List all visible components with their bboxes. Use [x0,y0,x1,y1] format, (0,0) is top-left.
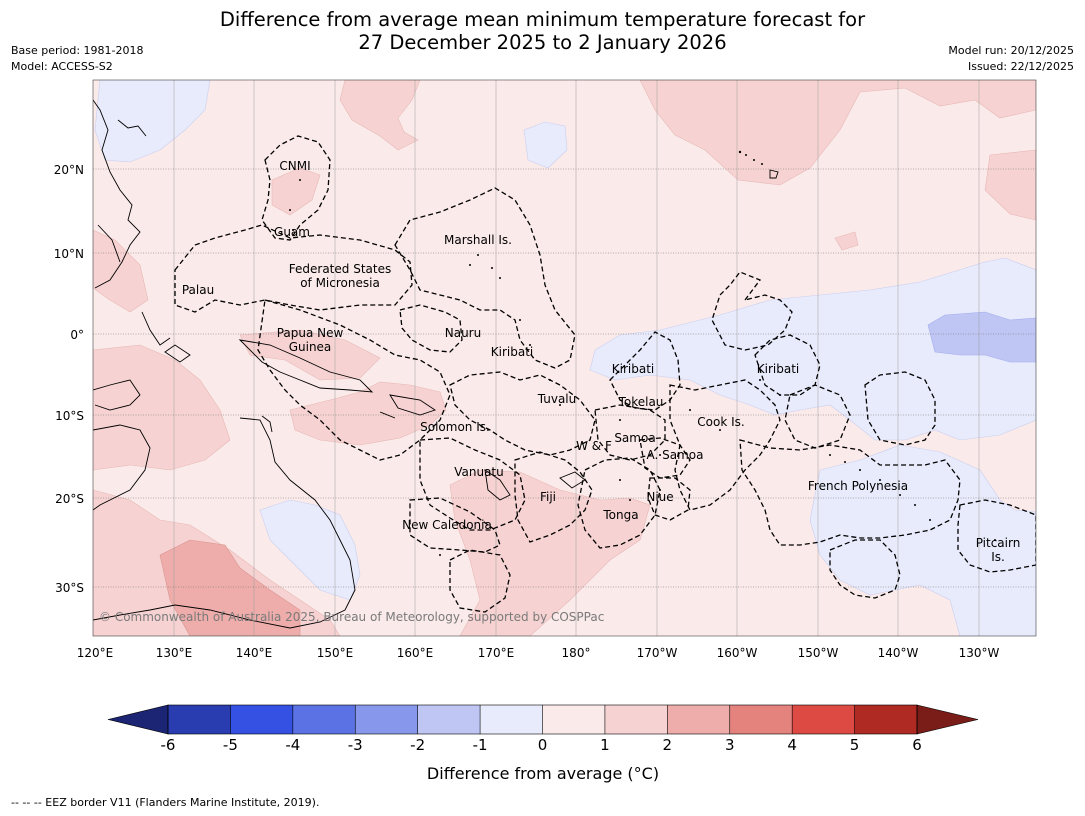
map-frame [92,79,1037,637]
title-line-2: 27 December 2025 to 2 January 2026 [358,31,727,54]
colorbar-segment [292,705,356,734]
colorbar-tick-label: -2 [410,736,425,754]
meta-left: Base period: 1981-2018 Model: ACCESS-S2 [11,43,143,75]
region-label: Nauru [445,326,481,340]
colorbar-under-arrow [107,704,169,735]
colorbar-segment [604,705,668,734]
colorbar-tick-label: -6 [161,736,176,754]
lat-label: 10°S [55,409,84,423]
lon-axis-labels: 120°E 130°E 140°E 150°E 160°E 170°E 180° 170°W 1… [77,646,1000,660]
lon-label: 150°E [317,646,354,660]
colorbar-tick-label: 4 [787,736,797,754]
lon-label: 130°E [156,646,193,660]
colorbar-segment [667,705,731,734]
lon-label: 160°W [717,646,758,660]
region-label: Fiji [540,490,556,504]
region-label: Niue [646,490,673,504]
colorbar-tick-label: 2 [663,736,673,754]
region-label: Palau [182,283,214,297]
region-label: Guam [274,225,310,239]
colorbar-segment [355,705,418,734]
colorbar-label: Difference from average (°C) [427,764,659,783]
colorbar-tick-label: -3 [348,736,363,754]
colorbar-tick-label: -4 [285,736,300,754]
colorbar-segment [729,705,793,734]
region-label: Federated States [289,262,391,276]
colorbar-tick-label: 1 [600,736,610,754]
region-label: Tokelau [618,395,664,409]
region-label: Tuvalu [537,392,577,406]
colorbar-tick-label: -5 [223,736,238,754]
lon-label: 130°W [959,646,1000,660]
chart-title: Difference from average mean minimum tem… [0,8,1085,54]
colorbar-over-arrow [916,704,979,735]
lon-label: 120°E [77,646,114,660]
base-period: Base period: 1981-2018 [11,44,144,57]
region-label: Kiribati [612,362,654,376]
colorbar-segment [168,705,231,734]
lon-label: 160°E [397,646,434,660]
lon-label: 150°W [798,646,839,660]
colorbar-tick-label: 0 [538,736,548,754]
parallels [93,168,1036,588]
anomaly-warm-2-3 [159,539,301,636]
anomaly-cool-m1-0 [94,80,1036,636]
region-label: Papua New [277,326,344,340]
eez-borders [174,135,1036,613]
lat-label: 30°S [55,581,84,595]
region-label: New Caledonia [402,518,492,532]
region-label: W & F [576,439,612,453]
lat-label: 10°N [54,247,84,261]
region-label: Tonga [602,508,638,522]
eez-footnote: -- -- -- EEZ border V11 (Flanders Marine… [11,796,320,809]
colorbar-segment [417,705,481,734]
region-label: Solomon Is. [420,420,490,434]
region-label: Marshall Is. [444,233,512,247]
lon-label: 170°W [637,646,678,660]
region-label: Kiribati [757,362,799,376]
graticule [173,80,980,636]
copyright-note: © Commonwealth of Australia 2025, Bureau… [99,610,604,624]
region-label: Kiribati [491,345,533,359]
region-label: of Micronesia [300,276,380,290]
lat-label: 0° [70,328,84,342]
colorbar-segment [230,705,294,734]
lon-label: 140°W [878,646,919,660]
issued-date: Issued: 22/12/2025 [967,60,1074,73]
colorbar-tick-label: -1 [473,736,488,754]
colorbar-tick-label: 6 [912,736,922,754]
region-label: French Polynesia [808,479,908,493]
lon-label: 170°E [478,646,515,660]
model-run: Model run: 20/12/2025 [948,44,1074,57]
colorbar-segment [542,705,606,734]
colorbar: -6 -5 -4 -3 -2 -1 0 1 2 3 4 5 6 [107,704,979,754]
colorbar-segment [854,705,918,734]
region-label: Is. [991,550,1005,564]
region-label: Samoa [614,431,655,445]
lat-label: 20°N [54,163,84,177]
lat-label: 20°S [55,492,84,506]
lat-axis-labels: 20°N 10°N 0° 10°S 20°S 30°S [54,163,84,595]
colorbar-tick-label: 3 [725,736,735,754]
region-label: Guinea [289,340,332,354]
region-label: Pitcairn [976,536,1021,550]
region-label: CNMI [279,159,310,173]
region-label: Cook Is. [697,415,744,429]
colorbar-segment [792,705,855,734]
title-line-1: Difference from average mean minimum tem… [219,8,866,31]
meta-right: Model run: 20/12/2025 Issued: 22/12/2025 [948,43,1074,75]
colorbar-tick-label: 5 [850,736,860,754]
region-label: A. Samoa [647,448,704,462]
model-name: Model: ACCESS-S2 [11,60,113,73]
coastlines [93,99,779,629]
lon-label: 180° [562,646,591,660]
colorbar-segment [480,705,543,734]
anomaly-cool-m2-m1 [927,311,1036,363]
lon-label: 140°E [236,646,273,660]
region-label: Vanuatu [454,465,504,479]
